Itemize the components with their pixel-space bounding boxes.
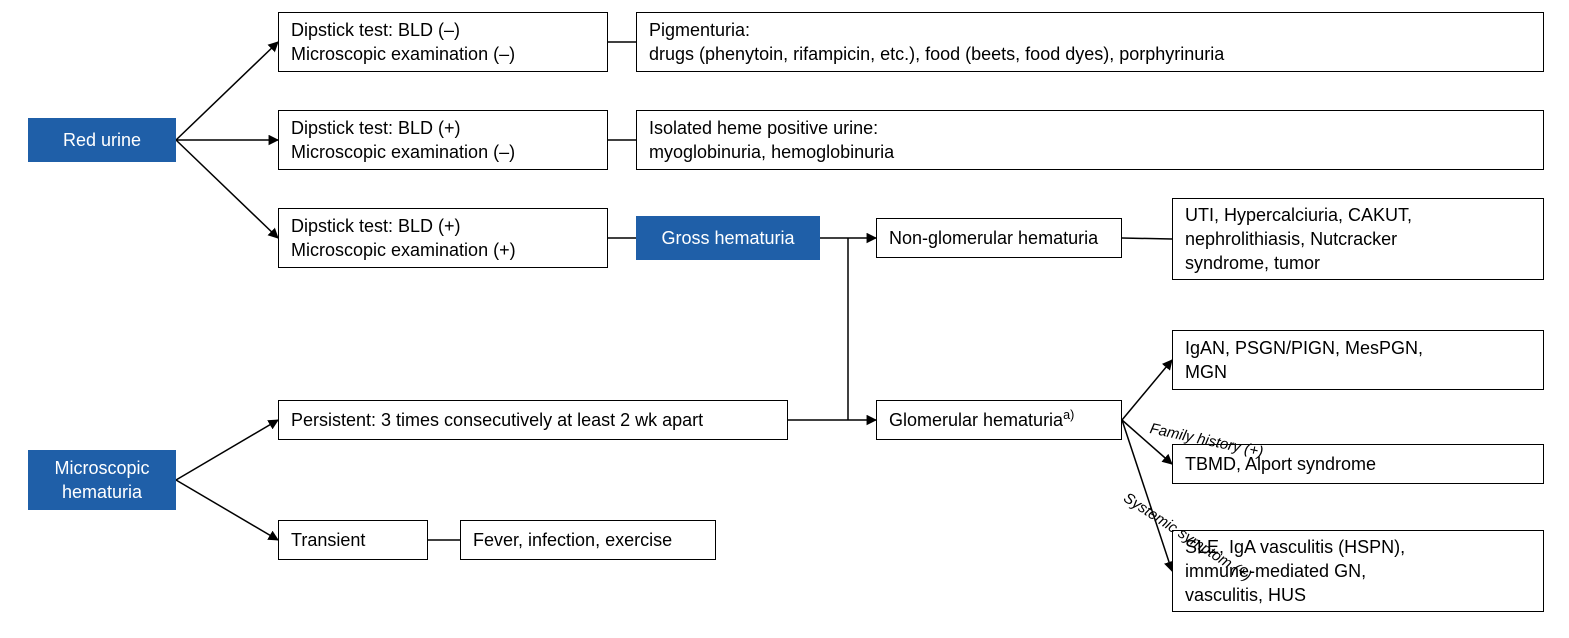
diagram-canvas: Red urine Dipstick test: BLD (–)Microscop… — [0, 0, 1569, 638]
node-non_glom_causes: UTI, Hypercalciuria, CAKUT,nephrolithias… — [1172, 198, 1544, 280]
node-igan-label: IgAN, PSGN/PIGN, MesPGN,MGN — [1185, 336, 1423, 385]
node-tbmd-label: TBMD, Alport syndrome — [1185, 452, 1376, 476]
node-micro_hematuria-label: Microscopichematuria — [54, 456, 149, 505]
node-transient-label: Transient — [291, 528, 365, 552]
node-pigmenturia: Pigmenturia:drugs (phenytoin, rifampicin… — [636, 12, 1544, 72]
node-igan: IgAN, PSGN/PIGN, MesPGN,MGN — [1172, 330, 1544, 390]
node-dip_neg_neg: Dipstick test: BLD (–)Microscopic examin… — [278, 12, 608, 72]
node-transient: Transient — [278, 520, 428, 560]
node-glomerular: Glomerular hematuriaa) — [876, 400, 1122, 440]
connector-0 — [176, 42, 278, 140]
node-dip_pos_pos: Dipstick test: BLD (+)Microscopic examin… — [278, 208, 608, 268]
connector-2 — [176, 140, 278, 238]
node-dip_neg_neg-label: Dipstick test: BLD (–)Microscopic examin… — [291, 18, 515, 67]
node-gross_hematuria-label: Gross hematuria — [661, 226, 794, 250]
node-heme_positive: Isolated heme positive urine:myoglobinur… — [636, 110, 1544, 170]
node-dip_pos_pos-label: Dipstick test: BLD (+)Microscopic examin… — [291, 214, 516, 263]
node-heme_positive-label: Isolated heme positive urine:myoglobinur… — [649, 116, 894, 165]
node-non_glomerular-label: Non-glomerular hematuria — [889, 226, 1098, 250]
connector-8 — [176, 420, 278, 480]
node-red_urine-label: Red urine — [63, 128, 141, 152]
node-pigmenturia-label: Pigmenturia:drugs (phenytoin, rifampicin… — [649, 18, 1224, 67]
node-dip_pos_neg-label: Dipstick test: BLD (+)Microscopic examin… — [291, 116, 515, 165]
connector-7 — [1122, 238, 1172, 239]
node-red_urine: Red urine — [28, 118, 176, 162]
connector-9 — [176, 480, 278, 540]
node-non_glom_causes-label: UTI, Hypercalciuria, CAKUT,nephrolithias… — [1185, 203, 1412, 276]
node-micro_hematuria: Microscopichematuria — [28, 450, 176, 510]
node-fever-label: Fever, infection, exercise — [473, 528, 672, 552]
node-gross_hematuria: Gross hematuria — [636, 216, 820, 260]
node-dip_pos_neg: Dipstick test: BLD (+)Microscopic examin… — [278, 110, 608, 170]
node-glomerular-label: Glomerular hematuriaa) — [889, 407, 1074, 432]
node-fever: Fever, infection, exercise — [460, 520, 716, 560]
node-non_glomerular: Non-glomerular hematuria — [876, 218, 1122, 258]
node-sle-label: SLE, IgA vasculitis (HSPN),immune-mediat… — [1185, 535, 1405, 608]
node-persistent: Persistent: 3 times consecutively at lea… — [278, 400, 788, 440]
node-persistent-label: Persistent: 3 times consecutively at lea… — [291, 408, 703, 432]
connector-13 — [1122, 360, 1172, 420]
